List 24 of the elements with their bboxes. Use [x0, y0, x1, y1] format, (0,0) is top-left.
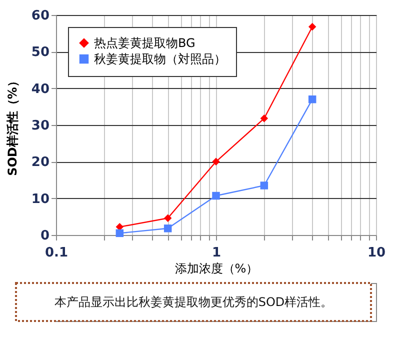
- y-tick-label: 0: [40, 228, 50, 244]
- x-tick-label: 10: [367, 246, 386, 260]
- point: [260, 114, 268, 122]
- y-tick-label: 10: [31, 192, 50, 207]
- point: [212, 192, 220, 200]
- y-axis-title: SOD样活性（%）: [5, 75, 20, 176]
- x-axis-title: 添加浓度（%）: [174, 262, 258, 276]
- point: [116, 229, 124, 238]
- x-tick-label: 1: [212, 246, 222, 260]
- point: [164, 214, 172, 222]
- point: [260, 182, 268, 190]
- point: [308, 95, 316, 104]
- y-tick-label: 40: [31, 82, 50, 97]
- y-tick-label: 50: [31, 45, 50, 60]
- y-tick-label: 60: [31, 8, 50, 24]
- point: [164, 224, 172, 232]
- point: [212, 158, 220, 166]
- legend-label: 秋姜黄提取物（対照品）: [94, 52, 226, 66]
- text: 本产品显示出比秋姜黄提取物更优秀的SOD样活性。: [54, 295, 333, 309]
- point: [308, 22, 316, 31]
- x-tick-label: 0.1: [44, 246, 68, 260]
- y-tick-label: 30: [31, 118, 50, 134]
- legend-label: 热点姜黄提取物BG: [94, 36, 196, 50]
- y-tick-label: 20: [31, 155, 50, 170]
